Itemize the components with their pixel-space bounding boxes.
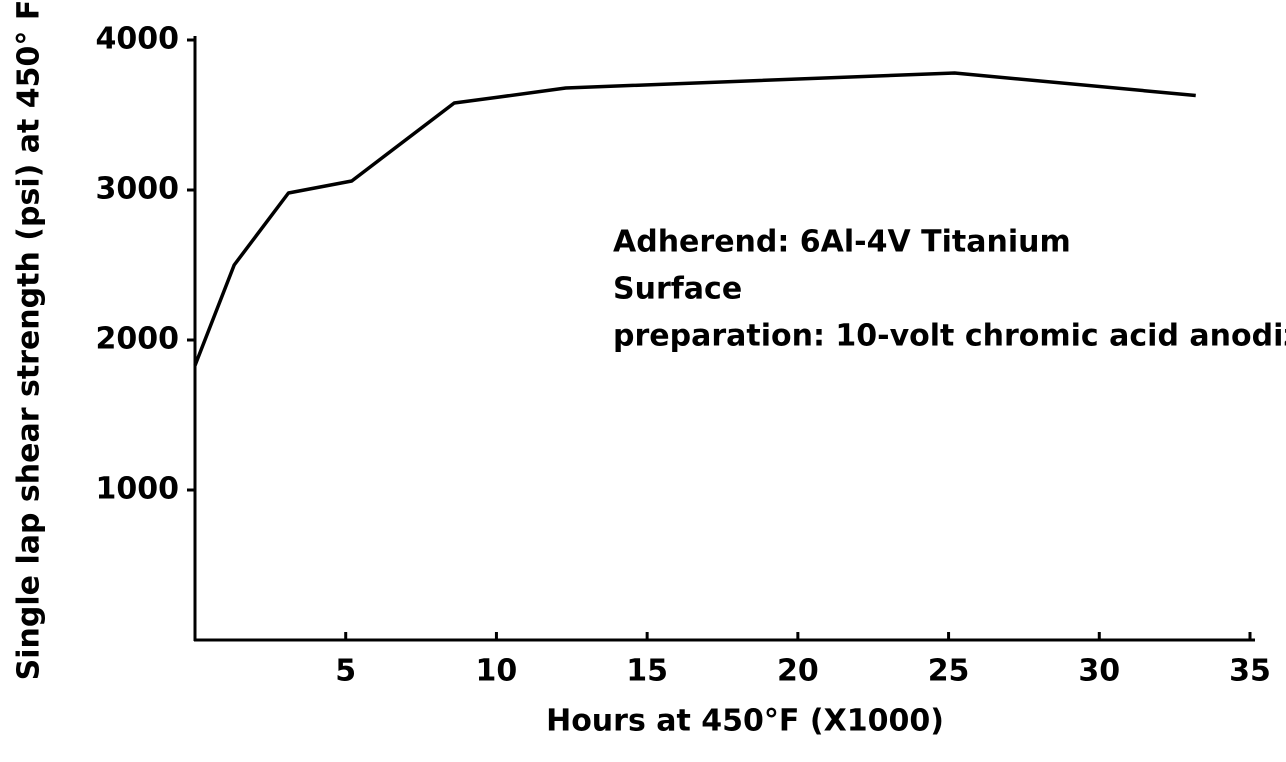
y-tick-label: 1000 bbox=[96, 472, 180, 507]
x-tick-label: 15 bbox=[626, 654, 668, 689]
x-tick-label: 5 bbox=[335, 654, 356, 689]
annotation: Adherend: 6Al-4V Titanium bbox=[613, 225, 1071, 260]
x-tick-label: 25 bbox=[928, 654, 970, 689]
y-tick-label: 3000 bbox=[96, 172, 180, 207]
x-tick-label: 30 bbox=[1078, 654, 1120, 689]
x-tick-label: 10 bbox=[476, 654, 518, 689]
data-line bbox=[193, 71, 1196, 367]
annotation: preparation: 10-volt chromic acid anodiz… bbox=[613, 319, 1286, 354]
x-tick-label: 35 bbox=[1229, 654, 1271, 689]
x-tick-label: 20 bbox=[777, 654, 819, 689]
y-tick-label: 4000 bbox=[96, 22, 180, 57]
y-axis-label: Single lap shear strength (psi) at 450° … bbox=[12, 0, 47, 680]
x-axis-label: Hours at 450°F (X1000) bbox=[546, 704, 944, 739]
annotation: Surface bbox=[613, 272, 742, 307]
y-tick-label: 2000 bbox=[96, 322, 180, 357]
